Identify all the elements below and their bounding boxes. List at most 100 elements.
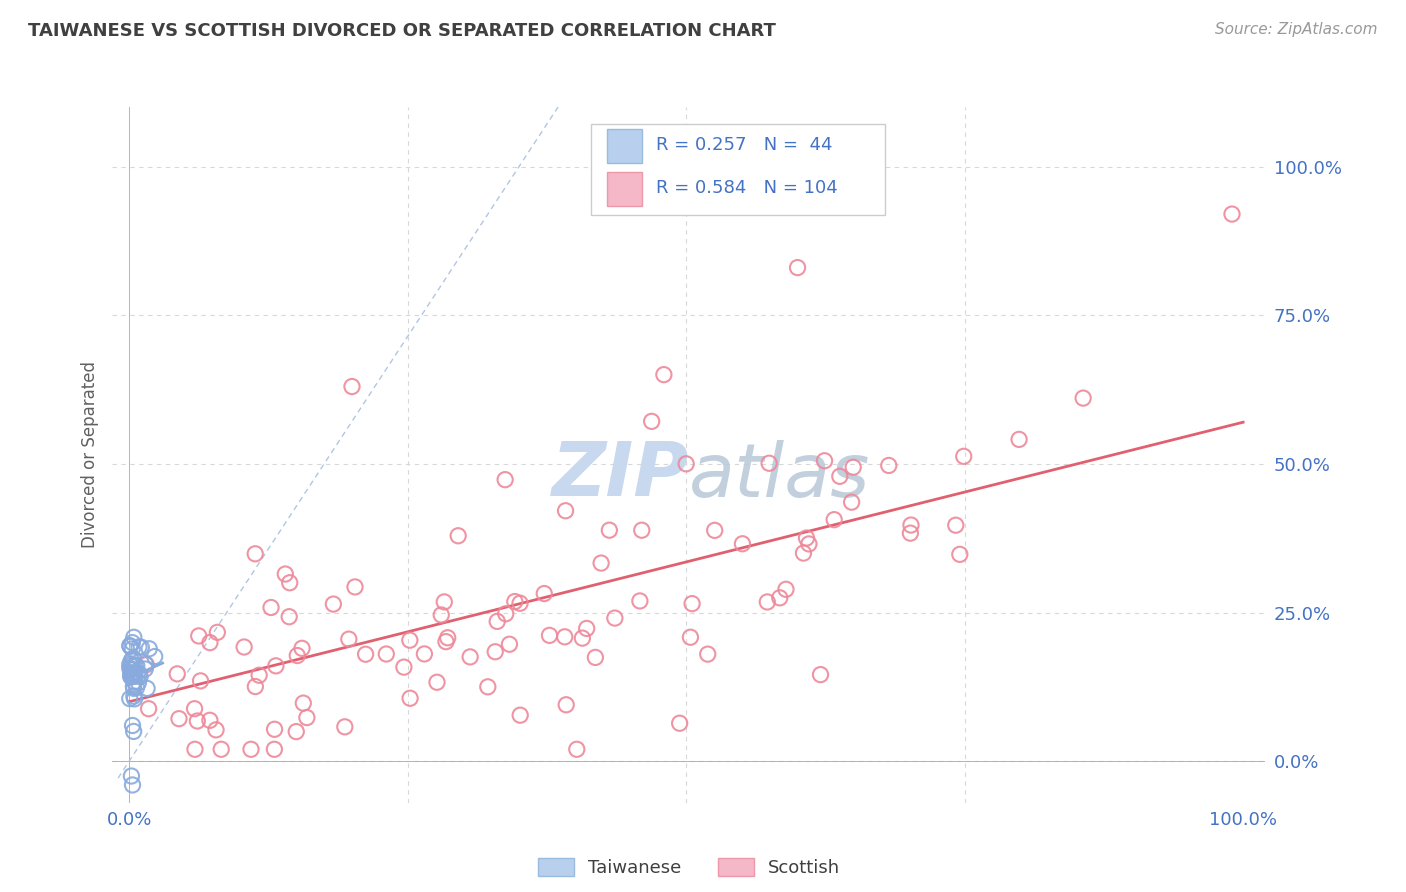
Point [205,723,228,737]
Point [810,667,832,681]
Point [127,675,149,690]
Point [775,582,797,597]
Point [124,691,146,706]
Point [127,665,149,680]
Point [571,631,593,645]
Point [792,546,814,560]
Point [143,649,166,664]
Point [121,667,143,681]
Point [340,379,363,393]
Point [486,615,509,629]
Point [134,662,156,676]
Point [399,691,422,706]
Point [198,714,221,728]
Point [828,469,851,483]
Point [118,661,141,675]
Point [675,457,697,471]
Point [134,657,156,671]
Point [1008,433,1031,447]
Point [538,628,561,642]
Bar [607,172,641,206]
Point [503,594,526,608]
Point [128,640,150,654]
Bar [591,124,884,215]
Text: TAIWANESE VS SCOTTISH DIVORCED OR SEPARATED CORRELATION CHART: TAIWANESE VS SCOTTISH DIVORCED OR SEPARA… [28,22,776,40]
Point [122,724,145,739]
Point [121,641,143,656]
Point [263,742,285,756]
Point [118,691,141,706]
Point [121,718,143,732]
Point [495,607,517,621]
Point [240,742,263,756]
Text: atlas: atlas [689,440,870,512]
Point [278,575,301,590]
Point [120,669,142,683]
Point [898,526,921,541]
Point [565,742,588,756]
Point [209,742,232,756]
Point [122,651,145,665]
Point [264,658,287,673]
Legend: Taiwanese, Scottish: Taiwanese, Scottish [530,850,848,884]
Point [120,670,142,684]
Point [135,657,157,672]
Point [122,669,145,683]
Point [430,607,453,622]
Point [333,720,356,734]
Point [797,537,820,551]
Point [630,523,652,537]
Point [121,635,143,649]
Point [458,649,481,664]
Point [207,625,229,640]
Point [731,537,754,551]
Point [758,456,780,470]
Point [756,595,779,609]
Point [628,594,651,608]
Point [131,640,153,655]
Point [122,689,145,703]
Point [322,597,344,611]
Point [118,657,141,672]
Point [447,529,470,543]
Point [494,473,516,487]
Point [138,641,160,656]
Point [124,665,146,679]
Point [603,611,626,625]
Point [555,698,578,712]
Point [120,658,142,673]
Point [354,647,377,661]
Point [434,634,457,648]
Point [245,547,267,561]
Point [786,260,808,275]
Point [477,680,499,694]
Point [128,667,150,681]
Point [124,674,146,689]
Point [190,673,212,688]
Point [598,523,620,537]
Text: ZIP: ZIP [551,439,689,512]
Point [413,647,436,661]
Point [120,640,142,654]
Point [498,637,520,651]
Text: R = 0.257   N =  44: R = 0.257 N = 44 [655,136,832,154]
Y-axis label: Divorced or Separated: Divorced or Separated [80,361,98,549]
Point [554,630,576,644]
Point [122,681,145,696]
Point [120,769,142,783]
Point [129,670,152,684]
Point [125,659,148,673]
Text: Source: ZipAtlas.com: Source: ZipAtlas.com [1215,22,1378,37]
Point [900,518,922,533]
Point [949,547,972,561]
Point [823,513,845,527]
Point [125,681,148,695]
Point [769,591,792,605]
Point [952,450,974,464]
Point [509,596,531,610]
Point [121,663,143,677]
Point [122,630,145,644]
Point [554,504,576,518]
Point [245,680,267,694]
Point [343,580,366,594]
